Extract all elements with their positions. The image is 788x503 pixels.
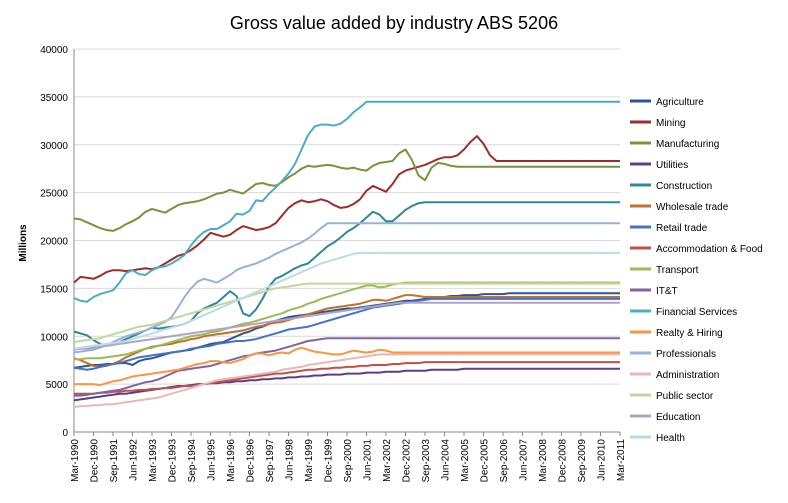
x-tick-label: Sep-2009 [577, 439, 588, 483]
x-tick-label: Jun-1998 [285, 439, 296, 481]
x-tick-label: Sep-2000 [343, 439, 354, 483]
x-tick-label: Sep-1994 [187, 439, 198, 483]
legend-label-wholesale-trade: Wholesale trade [656, 202, 729, 213]
y-tick-label: 0 [62, 428, 68, 439]
y-tick-label: 25000 [40, 189, 68, 200]
series-line-health [73, 251, 620, 350]
x-tick-label: Jun-1992 [129, 439, 140, 481]
series-line-manufacturing [73, 148, 620, 232]
legend-label-public-sector: Public sector [656, 391, 714, 402]
legend-label-retail-trade: Retail trade [656, 223, 708, 234]
legend-label-construction: Construction [656, 181, 712, 192]
series-line-construction [73, 201, 620, 347]
x-tick-label: Mar-1993 [148, 439, 159, 482]
y-tick-label: 10000 [40, 332, 68, 343]
x-tick-label: Mar-2005 [460, 439, 471, 482]
x-tick-label: Dec-1996 [246, 439, 257, 483]
legend-label-realty-and-hiring: Realty & Hiring [656, 328, 723, 339]
series-lines [73, 100, 620, 409]
x-tick-label: Mar-1990 [70, 439, 81, 482]
x-tick-label: Mar-2002 [382, 439, 393, 482]
x-tick-label: Jun-2007 [519, 439, 530, 481]
y-tick-label: 5000 [46, 380, 69, 391]
legend-label-manufacturing: Manufacturing [656, 139, 719, 150]
x-tick-label: Jun-2004 [441, 439, 452, 481]
y-tick-label: 30000 [40, 141, 68, 152]
y-axis-title: Millions [18, 224, 29, 262]
x-tick-label: Dec-1990 [90, 439, 101, 483]
y-tick-label: 20000 [40, 237, 68, 248]
legend-label-administration: Administration [656, 370, 719, 381]
x-tick-label: Dec-1993 [168, 439, 179, 483]
legend-label-professionals: Professionals [656, 349, 716, 360]
legend-label-health: Health [656, 433, 685, 444]
x-tick-label: Mar-1996 [226, 439, 237, 482]
x-tick-label: Dec-1999 [324, 439, 335, 483]
legend-label-education: Education [656, 412, 700, 423]
legend-label-utilities: Utilities [656, 160, 688, 171]
x-tick-label: Sep-2003 [421, 439, 432, 483]
legend: Agriculture Mining Manufacturing Utilities C… [630, 97, 763, 444]
x-tick-label: Sep-2006 [499, 439, 510, 483]
chart-title: Gross value added by industry ABS 5206 [230, 13, 558, 33]
series-line-financial-services [73, 100, 620, 303]
legend-label-accommodation-and-food: Accommodation & Food [656, 244, 763, 255]
x-tick-label: Mar-2011 [616, 439, 627, 481]
legend-label-agriculture: Agriculture [656, 97, 704, 108]
x-tick-label: Dec-2005 [480, 439, 491, 483]
series-line-retail-trade [73, 297, 620, 371]
y-tick-label: 40000 [40, 45, 68, 56]
series-line-itandt [74, 337, 620, 397]
y-tick-label: 35000 [40, 93, 68, 104]
x-tick-label: Dec-2002 [402, 439, 413, 483]
legend-label-itandt: IT&T [656, 286, 678, 297]
series-line-public-sector [73, 282, 620, 343]
x-tick-label: Jun-2001 [363, 439, 374, 481]
x-tick-label: Mar-2008 [538, 439, 549, 482]
x-tick-labels: Mar-1990 Dec-1990 Sep-1991 Jun-1992 Mar-1993… [70, 432, 627, 482]
series-line-mining [73, 135, 620, 284]
y-tick-label: 15000 [40, 284, 68, 295]
x-tick-label: Sep-1991 [109, 439, 120, 483]
x-tick-label: Dec-2008 [558, 439, 569, 483]
series-line-administration [73, 353, 620, 409]
series-line-realty-and-hiring [74, 346, 620, 387]
legend-label-transport: Transport [656, 265, 699, 276]
series-line-accommodation-and-food [74, 361, 620, 395]
x-tick-label: Sep-1997 [265, 439, 276, 483]
legend-label-financial-services: Financial Services [656, 307, 737, 318]
x-tick-label: Jun-1995 [207, 439, 218, 481]
x-tick-label: Mar-1999 [304, 439, 315, 482]
series-line-education [73, 301, 620, 351]
x-tick-label: Jun-2010 [597, 439, 608, 481]
y-tick-labels: 0 5000 10000 15000 20000 25000 30000 35000 40000 [40, 45, 68, 439]
legend-label-mining: Mining [656, 118, 685, 129]
